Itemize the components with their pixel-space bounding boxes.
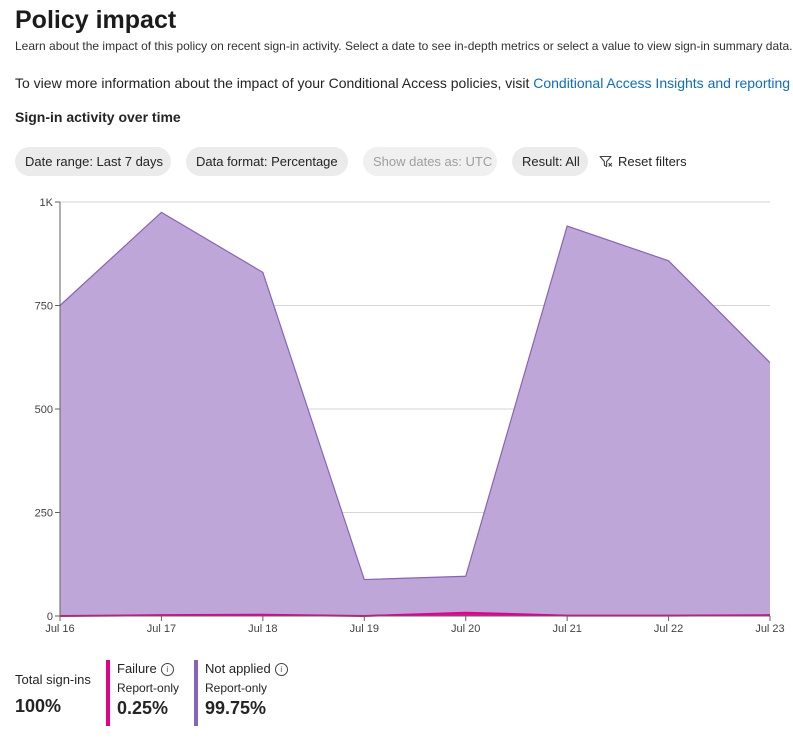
section-title: Sign-in activity over time — [15, 109, 181, 125]
x-tick-label: Jul 20 — [451, 623, 480, 635]
total-sign-ins-label: Total sign-ins — [15, 672, 91, 687]
legend-not-applied-name: Not applied — [205, 661, 271, 676]
date-range-filter[interactable]: Date range: Last 7 days — [15, 147, 171, 176]
data-format-filter[interactable]: Data format: Percentage — [186, 147, 348, 176]
insights-reporting-link[interactable]: Conditional Access Insights and reportin… — [533, 75, 793, 91]
x-tick-label: Jul 23 — [755, 623, 784, 635]
result-filter[interactable]: Result: All — [512, 147, 588, 176]
area-not-applied[interactable] — [60, 212, 770, 616]
reset-filters-button[interactable]: Reset filters — [599, 147, 687, 176]
x-tick-label: Jul 21 — [552, 623, 581, 635]
legend-item-failure[interactable]: Failure i Report-only 0.25% — [106, 660, 179, 726]
total-sign-ins-value: 100% — [15, 696, 62, 716]
filter-reset-icon — [599, 155, 613, 168]
y-tick-label: 750 — [35, 301, 53, 313]
x-tick-label: Jul 16 — [45, 623, 74, 635]
x-tick-label: Jul 19 — [350, 623, 379, 635]
show-dates-filter: Show dates as: UTC — [363, 147, 497, 176]
legend-not-applied-name-row: Not applied i — [205, 660, 288, 677]
x-tick-label: Jul 18 — [248, 623, 277, 635]
legend-not-applied-sub: Report-only — [205, 681, 268, 695]
sign-in-activity-chart[interactable]: 0 250 500 750 1K Jul 16 Jul 17 Jul 18 Jul 19 Jul … — [0, 190, 793, 640]
legend-failure-sub: Report-only — [117, 681, 180, 695]
legend-failure-value: 0.25% — [117, 698, 169, 718]
series-line-not-applied — [59, 211, 771, 581]
info-prefix: To view more information about the impac… — [15, 75, 534, 91]
page-description: Learn about the impact of this policy on… — [15, 39, 793, 53]
legend-not-applied-value: 99.75% — [205, 698, 267, 718]
info-icon[interactable]: i — [160, 663, 174, 676]
info-icon[interactable]: i — [274, 663, 288, 676]
insights-info-text: To view more information about the impac… — [15, 75, 793, 91]
legend-item-not-applied[interactable]: Not applied i Report-only 99.75% — [194, 660, 288, 726]
page-title: Policy impact — [15, 6, 177, 34]
y-tick-label: 1K — [40, 197, 54, 209]
y-tick-label: 500 — [35, 404, 53, 416]
x-tick-label: Jul 22 — [654, 623, 683, 635]
legend-failure-name: Failure — [117, 661, 157, 676]
x-tick-label: Jul 17 — [147, 623, 176, 635]
y-tick-label: 250 — [35, 508, 53, 520]
y-tick-label: 0 — [47, 611, 53, 623]
reset-filters-label: Reset filters — [618, 154, 687, 169]
legend-failure-name-row: Failure i — [117, 660, 179, 677]
